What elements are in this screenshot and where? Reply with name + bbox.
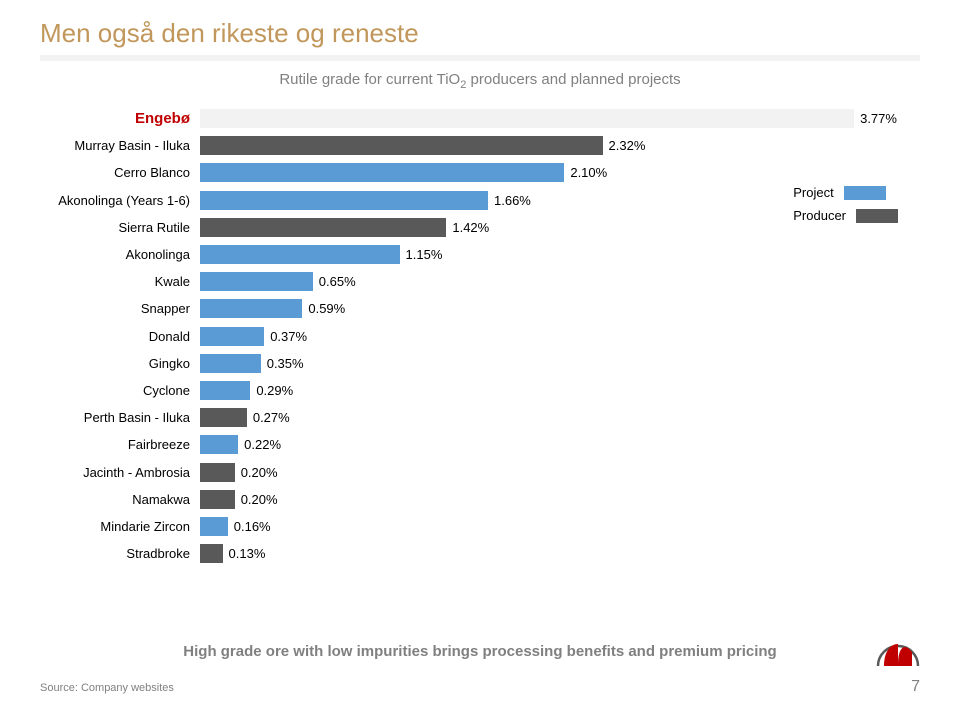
category-label: Akonolinga: [40, 247, 200, 262]
category-label: Kwale: [40, 274, 200, 289]
bar: [200, 354, 261, 373]
footer-note: High grade ore with low impurities bring…: [40, 643, 920, 660]
page-title: Men også den rikeste og reneste: [40, 18, 920, 49]
category-label: Murray Basin - Iluka: [40, 138, 200, 153]
category-label: Gingko: [40, 356, 200, 371]
bar: [200, 191, 488, 210]
bar-row: 0.35%: [200, 350, 920, 377]
bar-value-label: 0.65%: [313, 274, 356, 289]
bar-value-label: 2.32%: [603, 138, 646, 153]
bar-value-label: 0.20%: [235, 492, 278, 507]
bar-value-label: 0.37%: [264, 329, 307, 344]
bar-row: 0.20%: [200, 486, 920, 513]
bar-value-label: 0.29%: [250, 383, 293, 398]
bar-value-label: 1.66%: [488, 193, 531, 208]
bar: [200, 490, 235, 509]
bar: [200, 163, 564, 182]
bar: [200, 299, 302, 318]
bar-row: 3.77%: [200, 105, 920, 132]
bar: [200, 463, 235, 482]
bar-value-label: 1.15%: [400, 247, 443, 262]
bar-row: 0.22%: [200, 431, 920, 458]
bar: [200, 218, 446, 237]
chart-subtitle: Rutile grade for current TiO2 producers …: [40, 71, 920, 91]
bar-row: 0.13%: [200, 540, 920, 567]
bar-value-label: 0.22%: [238, 437, 281, 452]
category-label: Cyclone: [40, 383, 200, 398]
page-number: 7: [911, 678, 920, 696]
bar-row: 0.20%: [200, 458, 920, 485]
category-label: Jacinth - Ambrosia: [40, 465, 200, 480]
bar-row: 1.42%: [200, 214, 920, 241]
bar-value-label: 0.13%: [223, 546, 266, 561]
bar: [200, 272, 313, 291]
company-logo-icon: [876, 630, 920, 668]
bar: [200, 109, 854, 128]
category-label: Stradbroke: [40, 546, 200, 561]
category-label: Snapper: [40, 301, 200, 316]
bar-row: 0.29%: [200, 377, 920, 404]
bar-chart: Engebø Murray Basin - Iluka Cerro Blanco Ak…: [40, 105, 920, 567]
bar-row: 2.32%: [200, 132, 920, 159]
bar: [200, 435, 238, 454]
category-label: Akonolinga (Years 1-6): [40, 193, 200, 208]
subtitle-post: producers and planned projects: [466, 71, 680, 88]
bar-value-label: 2.10%: [564, 165, 607, 180]
bar: [200, 327, 264, 346]
category-label: Namakwa: [40, 492, 200, 507]
title-underline: [40, 55, 920, 61]
source-text: Source: Company websites: [40, 682, 174, 694]
bar-row: 0.37%: [200, 323, 920, 350]
category-label: Fairbreeze: [40, 437, 200, 452]
bar-row: 0.65%: [200, 268, 920, 295]
bar-row: 1.66%: [200, 187, 920, 214]
bars-area: Project Producer 3.77%2.32%2.10%1.66%1.4…: [200, 105, 920, 567]
category-label: Perth Basin - Iluka: [40, 410, 200, 425]
bar-row: 0.27%: [200, 404, 920, 431]
category-label: Mindarie Zircon: [40, 519, 200, 534]
bar-row: 0.16%: [200, 513, 920, 540]
category-label: Sierra Rutile: [40, 220, 200, 235]
category-label: Cerro Blanco: [40, 165, 200, 180]
bar: [200, 408, 247, 427]
bar-value-label: 0.59%: [302, 301, 345, 316]
bar-value-label: 0.16%: [228, 519, 271, 534]
bar-value-label: 1.42%: [446, 220, 489, 235]
category-label: Donald: [40, 329, 200, 344]
bar: [200, 517, 228, 536]
bar-value-label: 0.27%: [247, 410, 290, 425]
bar-value-label: 0.35%: [261, 356, 304, 371]
bar-row: 1.15%: [200, 241, 920, 268]
bar-value-label: 0.20%: [235, 465, 278, 480]
bar: [200, 544, 223, 563]
bar: [200, 381, 250, 400]
bar-row: 2.10%: [200, 159, 920, 186]
bar-value-label: 3.77%: [854, 111, 897, 126]
bar: [200, 136, 603, 155]
bar: [200, 245, 400, 264]
bar-row: 0.59%: [200, 295, 920, 322]
slide: Men også den rikeste og reneste Rutile g…: [0, 0, 960, 708]
category-labels: Engebø Murray Basin - Iluka Cerro Blanco Ak…: [40, 105, 200, 567]
subtitle-pre: Rutile grade for current TiO: [279, 71, 460, 88]
category-label: Engebø: [40, 110, 200, 127]
